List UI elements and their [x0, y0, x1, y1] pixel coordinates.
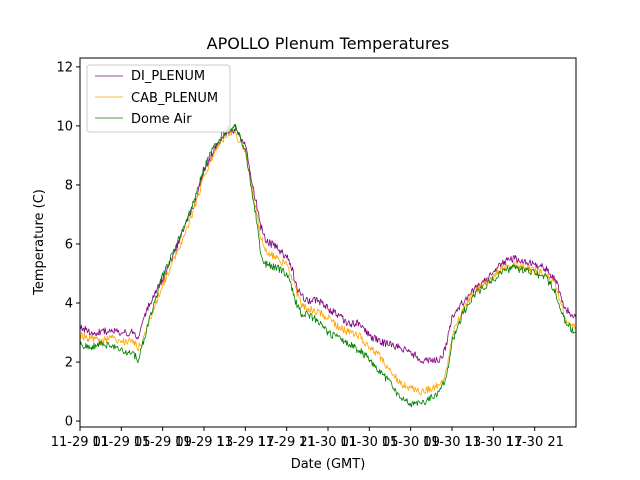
series-line-dome-air [79, 123, 577, 408]
legend-label-di-plenum: DI_PLENUM [131, 69, 205, 84]
x-tick-label-11-29-13: 11-29 13 [175, 435, 233, 450]
y-tick-label-8: 8 [65, 178, 73, 193]
x-tick-label-11-30-09: 11-30 09 [381, 435, 439, 450]
y-tick-label-0: 0 [65, 415, 73, 430]
y-tick-label-6: 6 [65, 237, 73, 252]
legend-label-cab-plenum: CAB_PLENUM [131, 91, 218, 106]
y-tick-label-4: 4 [65, 297, 73, 312]
series-layer [79, 123, 577, 408]
x-tick-label-11-29-05: 11-29 05 [92, 435, 150, 450]
plot-frame [79, 57, 577, 428]
y-ticks: 0 2 4 6 8 10 12 [56, 60, 80, 430]
legend-label-dome-air: Dome Air [131, 112, 192, 127]
x-tick-label-11-30-01: 11-30 01 [299, 435, 357, 450]
series-line-cab-plenum [79, 129, 577, 396]
x-tick-label-11-29-17: 11-29 17 [216, 435, 274, 450]
x-tick-label-11-29-01: 11-29 01 [51, 435, 109, 450]
y-tick-label-12: 12 [56, 60, 73, 75]
chart-title: APOLLO Plenum Temperatures [207, 34, 450, 53]
x-axis-label: Date (GMT) [291, 457, 366, 472]
x-tick-label-11-29-09: 11-29 09 [133, 435, 191, 450]
x-tick-label-11-30-05: 11-30 05 [340, 435, 398, 450]
y-tick-label-10: 10 [56, 119, 73, 134]
x-tick-label-11-29-21: 11-29 21 [257, 435, 315, 450]
legend-box [86, 64, 231, 133]
series-line-di-plenum [79, 126, 577, 364]
y-axis-label: Temperature (C) [32, 189, 47, 296]
x-tick-label-11-30-17: 11-30 17 [464, 435, 522, 450]
legend: DI_PLENUM CAB_PLENUM Dome Air [86, 64, 231, 133]
x-tick-label-11-30-21: 11-30 21 [505, 435, 563, 450]
x-tick-label-11-30-13: 11-30 13 [423, 435, 481, 450]
y-tick-label-2: 2 [65, 356, 73, 371]
